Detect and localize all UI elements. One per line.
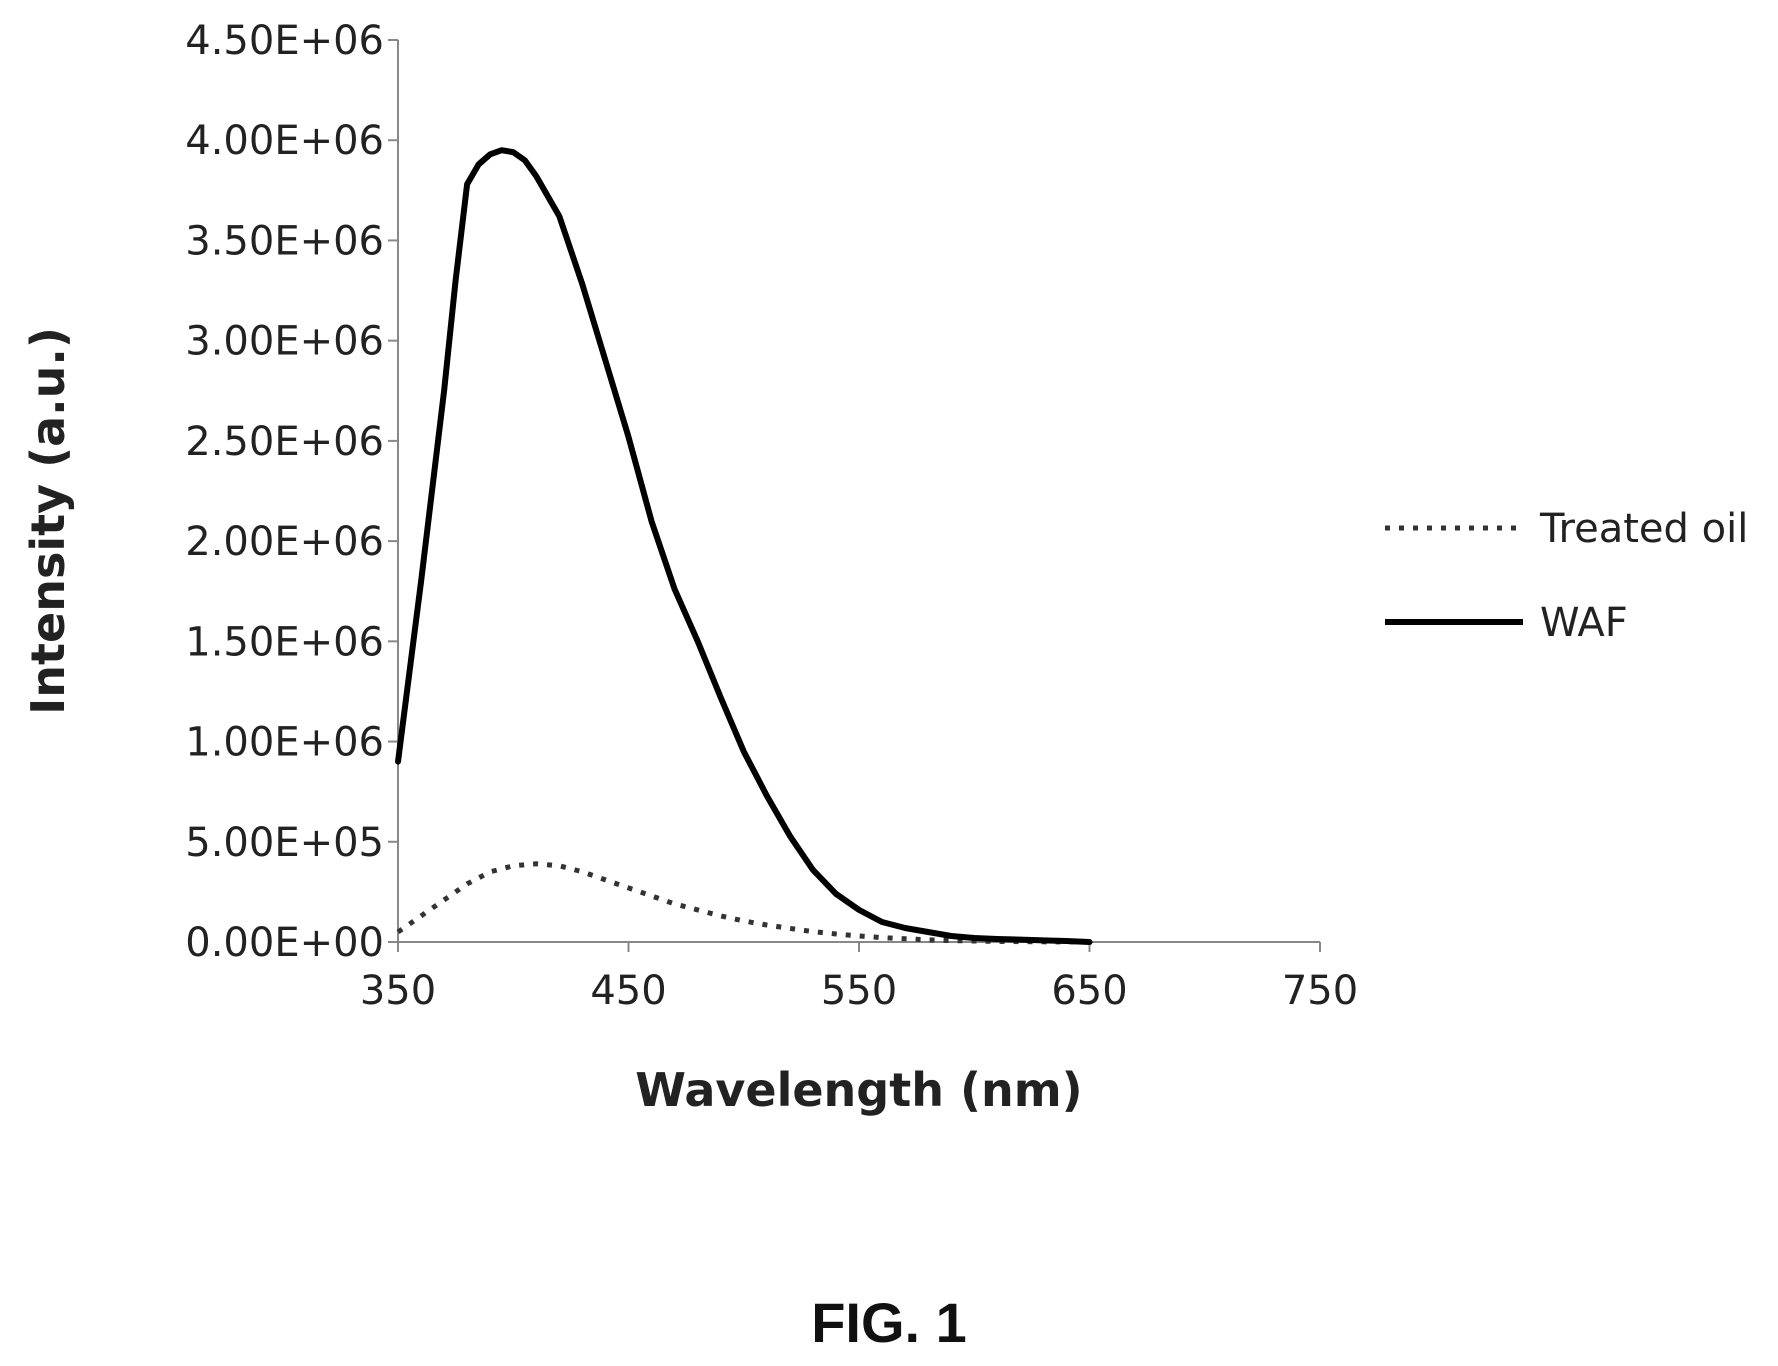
legend-label-waf: WAF <box>1540 600 1628 646</box>
y-tick-label: 1.00E+06 <box>185 720 384 766</box>
y-axis-title: Intensity (a.u.) <box>21 327 75 715</box>
y-tick-label: 4.00E+06 <box>185 118 384 164</box>
series-line-waf <box>395 147 1093 945</box>
x-tick-label: 350 <box>360 968 436 1014</box>
y-tick-label: 2.00E+06 <box>185 519 384 565</box>
y-tick-label: 5.00E+05 <box>185 820 384 866</box>
y-tick-label: 0.00E+00 <box>185 920 384 966</box>
series-lines <box>395 147 1093 945</box>
y-tick-label: 3.00E+06 <box>185 319 384 365</box>
legend-label-treated-oil: Treated oil <box>1539 506 1748 552</box>
y-tick-label: 3.50E+06 <box>185 218 384 264</box>
series-line-treated-oil <box>396 861 1090 945</box>
figure-caption: FIG. 1 <box>811 1291 967 1354</box>
x-ticks: 350 450 550 650 750 <box>360 942 1358 1014</box>
y-tick-label: 1.50E+06 <box>185 619 384 665</box>
legend: Treated oil WAF <box>1385 506 1748 646</box>
x-tick-label: 450 <box>590 968 666 1014</box>
x-tick-label: 650 <box>1051 968 1127 1014</box>
x-tick-label: 750 <box>1282 968 1358 1014</box>
y-ticks: 0.00E+00 5.00E+05 1.00E+06 1.50E+06 2.00E+06… <box>185 18 398 966</box>
x-axis-title: Wavelength (nm) <box>635 1063 1082 1117</box>
y-tick-label: 4.50E+06 <box>185 18 384 64</box>
y-tick-label: 2.50E+06 <box>185 419 384 465</box>
x-tick-label: 550 <box>821 968 897 1014</box>
